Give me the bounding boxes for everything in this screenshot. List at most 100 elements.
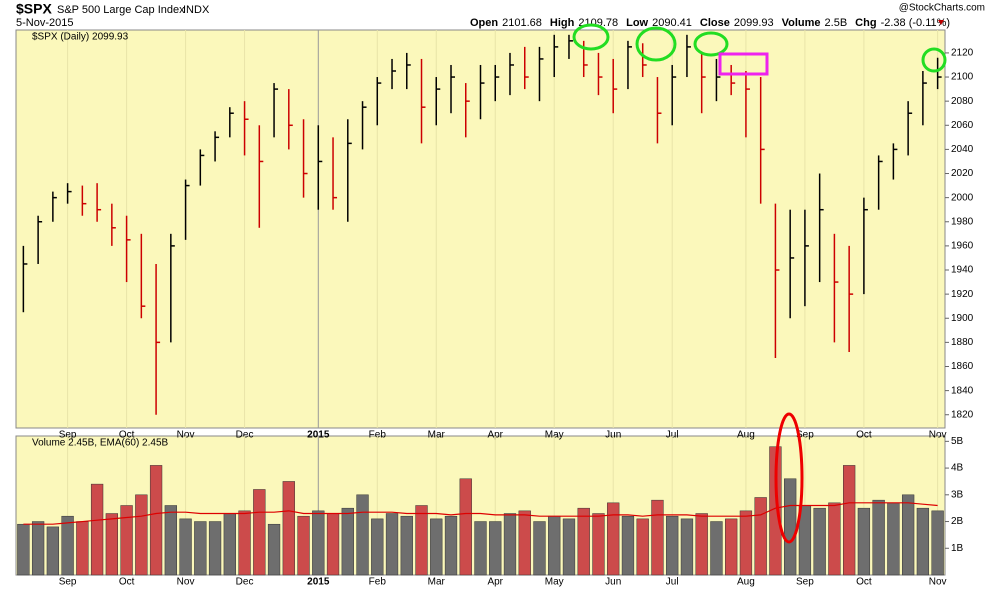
annotation-box [718, 52, 769, 76]
x-tick-label: Feb [369, 577, 387, 588]
quote: Open 2101.68 High 2109.78 Low 2090.41 Close 209… [470, 17, 950, 29]
volume-bar [739, 510, 753, 576]
quote-value: 2101.68 [502, 17, 542, 29]
volume-bar [813, 507, 826, 576]
volume-bar [149, 465, 163, 576]
quote-label: Chg [855, 17, 876, 29]
y-tick-label: 2060 [951, 120, 974, 131]
volume-bar [356, 494, 369, 576]
quote-label: High [550, 17, 575, 29]
x-tick-label: Aug [737, 430, 755, 441]
y-tick-label: 2020 [951, 168, 974, 179]
y-tick-label: 1920 [951, 289, 974, 300]
ema-line [23, 502, 938, 525]
x-tick-label: Jun [605, 577, 621, 588]
volume-bar [828, 502, 841, 576]
x-tick-label: Sep [796, 577, 814, 588]
annotation-circle [635, 26, 677, 62]
quote-value: 2090.41 [652, 17, 692, 29]
volume-bar [179, 518, 192, 576]
y-tick-label: 1880 [951, 337, 974, 348]
volume-bar [562, 518, 576, 576]
y-tick-label: 1B [951, 543, 964, 554]
y-tick-label: 2080 [951, 96, 974, 107]
down-arrow [938, 20, 944, 25]
volume-bar [208, 521, 222, 576]
volume-bar [474, 521, 487, 576]
x-tick-label: Jul [666, 577, 679, 588]
volume-bar [297, 515, 310, 576]
plot: Sep Sep Oct Oct Nov Nov Dec Dec 2015 2015 Feb Feb Ma… [17, 30, 974, 588]
annotation-circle [693, 31, 729, 57]
x-tick-label: Oct [856, 577, 872, 588]
volume-bar [76, 521, 89, 576]
y-tick-label: 4B [951, 463, 964, 474]
volume-bar [253, 489, 266, 576]
price-legend: $SPX (Daily) 2099.93 [32, 32, 129, 43]
volume-bar [931, 510, 944, 576]
x-tick-label: May [545, 577, 564, 588]
y-tick-label: 2040 [951, 144, 974, 155]
volume-bar [857, 507, 871, 576]
volume-bar [533, 521, 546, 576]
volume-bar [400, 515, 413, 576]
index-name: S&P 500 Large Cap Index [57, 4, 185, 16]
volume-bar [61, 515, 74, 576]
quote-value: 2099.93 [734, 17, 774, 29]
volume-bar [238, 510, 251, 576]
y-tick-label: 2100 [951, 72, 974, 83]
quote-label: Open [470, 17, 498, 29]
x-tick-label: Dec [236, 430, 254, 441]
volume-bar [371, 518, 384, 576]
y-tick-label: 2120 [951, 48, 974, 59]
volume-bar [754, 497, 767, 576]
quote-value: 2.5B [825, 17, 848, 29]
x-tick-label: Mar [428, 577, 446, 588]
y-tick-label: 1820 [951, 409, 974, 420]
x-tick-label: Apr [487, 430, 503, 441]
volume-bar [223, 513, 236, 576]
volume-bar [326, 513, 340, 576]
volume-bar [621, 515, 635, 576]
volume-bar [282, 481, 295, 576]
volume-bar [666, 515, 679, 576]
volume-bar [680, 518, 694, 576]
x-tick-label: Dec [236, 577, 254, 588]
y-tick-label: 3B [951, 489, 964, 500]
annotation-circle [572, 23, 610, 51]
x-tick-label: Nov [177, 577, 195, 588]
volume-bar [548, 515, 561, 576]
exchange: INDX [183, 4, 210, 16]
x-tick-label: Nov [929, 430, 947, 441]
volume-bar [385, 513, 399, 576]
volume-bar [607, 502, 620, 576]
x-tick-label: Mar [428, 430, 446, 441]
x-tick-label: Oct [119, 430, 135, 441]
volume-legend: Volume 2.45B, EMA(60) 2.45B [32, 438, 169, 449]
x-tick-label: Sep [59, 430, 77, 441]
x-tick-label: Aug [737, 577, 755, 588]
y-tick-label: 1940 [951, 265, 974, 276]
quote-label: Low [626, 17, 648, 29]
x-tick-label: Oct [119, 577, 135, 588]
volume-bar [503, 513, 517, 576]
volume-bar [636, 518, 649, 576]
x-tick-label: Sep [59, 577, 77, 588]
volume-bar [459, 478, 472, 576]
y-tick-label: 2000 [951, 192, 974, 203]
volume-bar [489, 521, 502, 576]
volume-bar [725, 518, 738, 576]
quote-label: Volume [782, 17, 821, 29]
x-tick-label: 2015 [307, 577, 330, 588]
date: 5-Nov-2015 [16, 17, 73, 29]
y-tick-label: 1960 [951, 241, 974, 252]
volume-bar [651, 499, 664, 576]
volume-bar [843, 465, 856, 576]
x-tick-label: Sep [796, 430, 814, 441]
x-tick-label: Oct [856, 430, 872, 441]
y-tick-label: 1900 [951, 313, 974, 324]
y-tick-label: 1840 [951, 385, 974, 396]
x-tick-label: Nov [929, 577, 947, 588]
volume-bar [17, 523, 30, 576]
x-tick-label: Nov [177, 430, 195, 441]
